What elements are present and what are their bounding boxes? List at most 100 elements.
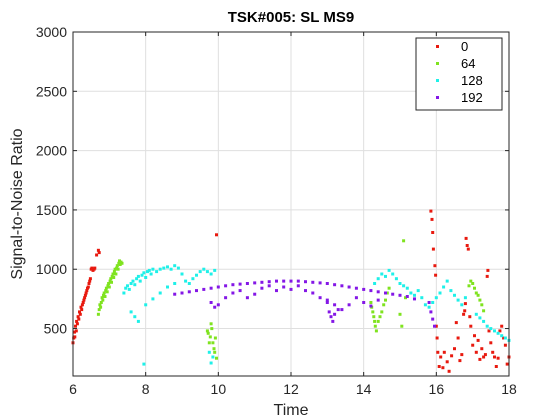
data-point	[489, 327, 493, 331]
data-point	[376, 319, 380, 323]
data-point	[463, 309, 467, 313]
data-point	[376, 290, 380, 294]
data-point	[282, 279, 286, 283]
data-point	[445, 360, 449, 364]
data-point	[131, 279, 135, 283]
data-point	[155, 270, 159, 274]
x-tick-label: 6	[69, 381, 77, 397]
data-point	[115, 264, 119, 268]
data-point	[441, 366, 445, 370]
data-point	[127, 287, 131, 291]
data-point	[311, 280, 315, 284]
data-point	[482, 355, 486, 359]
data-point	[429, 209, 433, 213]
y-tick-labels: 500 1000 1500 2000 2500 3000	[36, 24, 67, 337]
data-point	[176, 266, 180, 270]
data-point	[224, 284, 228, 288]
data-point	[180, 291, 184, 295]
data-point	[503, 336, 507, 340]
data-point	[206, 331, 210, 335]
data-point	[416, 289, 420, 293]
data-point	[86, 285, 90, 289]
data-point	[473, 334, 476, 338]
data-point	[151, 267, 155, 271]
data-point	[304, 289, 307, 293]
data-point	[404, 296, 407, 300]
data-point	[209, 286, 213, 290]
legend-box	[415, 37, 503, 111]
data-point	[494, 365, 498, 368]
data-point	[420, 296, 424, 300]
data-point	[436, 350, 440, 354]
data-point	[210, 327, 214, 331]
data-point	[394, 277, 398, 281]
data-point	[427, 305, 431, 309]
data-point	[213, 336, 217, 340]
data-point	[318, 281, 322, 285]
data-point	[133, 283, 137, 287]
data-point	[215, 233, 218, 237]
data-point	[423, 303, 427, 307]
data-point	[405, 286, 409, 290]
chart-title: TSK#005: SL MS9	[228, 9, 354, 26]
data-point	[253, 281, 257, 285]
legend-label-0: 0	[461, 39, 468, 54]
data-point	[96, 312, 100, 316]
data-point	[111, 272, 115, 276]
data-point	[462, 312, 466, 316]
data-point	[478, 316, 482, 320]
legend-marker-0	[436, 45, 439, 48]
data-point	[325, 282, 329, 285]
data-point	[373, 282, 377, 285]
data-point	[231, 283, 235, 287]
data-point	[434, 273, 438, 277]
data-point	[380, 310, 384, 314]
data-point	[133, 315, 137, 319]
data-point	[216, 285, 220, 289]
data-point	[80, 303, 84, 307]
data-point	[474, 350, 478, 354]
data-point	[202, 267, 206, 271]
data-point	[454, 321, 458, 325]
data-point	[216, 303, 220, 307]
data-point	[162, 266, 166, 270]
data-point	[464, 236, 468, 240]
data-point	[129, 310, 133, 314]
y-tick-label: 3000	[36, 24, 67, 40]
data-point	[79, 305, 83, 309]
series-192	[173, 279, 436, 328]
data-point	[100, 296, 104, 300]
data-point	[503, 343, 507, 347]
data-point	[329, 315, 333, 319]
data-point	[447, 369, 451, 373]
data-point	[101, 298, 105, 302]
data-point	[476, 293, 480, 297]
data-point	[245, 282, 249, 285]
data-point	[433, 324, 436, 328]
x-tick-label: 10	[211, 381, 227, 397]
data-point	[81, 301, 85, 304]
data-point	[384, 291, 387, 295]
data-point	[493, 355, 496, 359]
data-point	[442, 350, 446, 354]
data-point	[207, 350, 211, 354]
data-point	[275, 279, 278, 283]
data-point	[253, 292, 257, 296]
data-point	[500, 334, 504, 338]
data-point	[289, 287, 293, 291]
data-point	[465, 244, 469, 247]
data-point	[482, 319, 486, 323]
data-point	[83, 296, 87, 300]
data-point	[209, 301, 213, 304]
data-point	[431, 247, 435, 251]
data-point	[151, 297, 155, 301]
data-point	[116, 267, 120, 271]
data-point	[82, 298, 86, 302]
data-point	[400, 324, 404, 328]
data-point	[336, 308, 340, 312]
data-point	[138, 279, 142, 283]
data-points	[71, 209, 511, 373]
data-point	[213, 268, 217, 272]
data-point	[340, 308, 344, 312]
data-point	[173, 264, 177, 268]
